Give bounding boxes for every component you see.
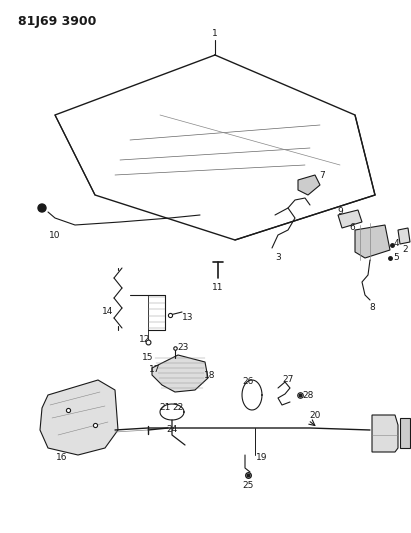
- Text: 17: 17: [149, 366, 161, 375]
- Text: 22: 22: [172, 403, 184, 413]
- Text: 81J69 3900: 81J69 3900: [18, 15, 96, 28]
- Polygon shape: [338, 210, 362, 228]
- Text: 12: 12: [139, 335, 151, 344]
- Text: 3: 3: [275, 254, 281, 262]
- Text: 8: 8: [369, 303, 375, 312]
- Text: 25: 25: [242, 481, 254, 489]
- Text: 24: 24: [166, 425, 178, 434]
- Polygon shape: [372, 415, 398, 452]
- Text: 20: 20: [309, 410, 321, 419]
- Text: 2: 2: [402, 246, 408, 254]
- Text: 28: 28: [302, 391, 314, 400]
- Polygon shape: [298, 175, 320, 195]
- Text: 9: 9: [337, 207, 343, 216]
- Circle shape: [38, 204, 46, 212]
- Text: 21: 21: [159, 403, 171, 413]
- Text: 7: 7: [319, 171, 325, 180]
- Text: 16: 16: [56, 454, 68, 463]
- Text: 19: 19: [256, 454, 268, 463]
- Text: 15: 15: [142, 353, 154, 362]
- Polygon shape: [398, 228, 410, 244]
- Text: 23: 23: [177, 343, 189, 352]
- Text: 13: 13: [182, 313, 194, 322]
- Text: 11: 11: [212, 284, 224, 293]
- Text: 10: 10: [49, 230, 61, 239]
- Text: 26: 26: [242, 377, 254, 386]
- Text: 4: 4: [393, 238, 399, 247]
- Polygon shape: [400, 418, 410, 448]
- Text: 1: 1: [212, 29, 218, 38]
- Polygon shape: [355, 225, 390, 258]
- Polygon shape: [152, 355, 208, 392]
- Text: 5: 5: [393, 254, 399, 262]
- Polygon shape: [40, 380, 118, 455]
- Text: 6: 6: [349, 223, 355, 232]
- Text: 27: 27: [282, 376, 294, 384]
- Text: 14: 14: [102, 308, 114, 317]
- Text: 18: 18: [204, 370, 216, 379]
